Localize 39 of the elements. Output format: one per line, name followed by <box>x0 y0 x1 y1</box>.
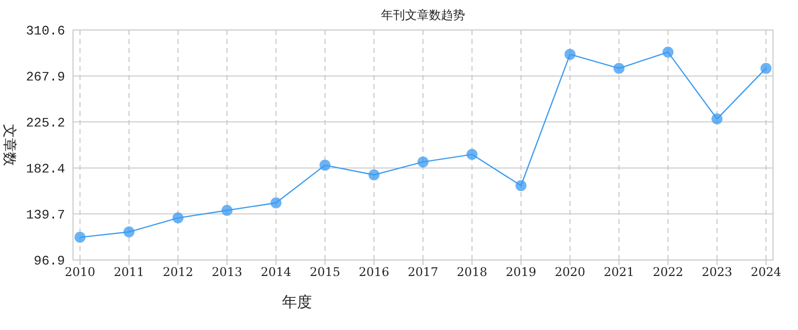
point <box>466 148 478 160</box>
y-tick-label: 267.9 <box>26 69 65 84</box>
point <box>270 197 282 208</box>
x-tick-label: 2011 <box>114 265 144 279</box>
point <box>564 48 576 60</box>
x-tick-label: 2015 <box>310 265 340 279</box>
x-tick-label: 2022 <box>652 265 684 279</box>
point <box>172 212 184 224</box>
x-tick-label: 2016 <box>358 265 390 279</box>
y-tick-label: 225.2 <box>26 115 65 130</box>
x-tick-label: 2017 <box>408 265 438 279</box>
point <box>74 232 86 243</box>
y-tick-label: 182.4 <box>26 161 66 176</box>
chart-title: 年刊文章数趋势 <box>381 8 465 22</box>
x-tick-label: 2010 <box>64 265 96 279</box>
point <box>320 160 330 171</box>
point <box>516 180 526 192</box>
x-tick-label: 2018 <box>456 265 488 279</box>
point <box>222 204 232 216</box>
y-tick-label: 139.7 <box>26 207 65 222</box>
point <box>418 156 428 168</box>
x-tick-label: 2021 <box>604 265 634 279</box>
point <box>662 46 674 58</box>
point <box>124 226 134 238</box>
x-tick-label: 2020 <box>554 265 586 279</box>
point <box>712 113 722 124</box>
x-tick-label: 2014 <box>260 265 292 279</box>
point <box>368 169 380 180</box>
x-axis-title: 年度 <box>282 293 312 311</box>
y-tick-label: 96.9 <box>34 254 65 268</box>
x-tick-label: 2024 <box>750 265 782 279</box>
x-tick-label: 2019 <box>506 265 536 279</box>
x-tick-label: 2012 <box>162 265 194 279</box>
x-tick-label: 2023 <box>702 265 732 279</box>
x-tick-label: 2013 <box>212 265 242 279</box>
y-tick-label: 310.6 <box>26 24 65 38</box>
y-axis-title: 文章数 <box>1 124 17 166</box>
point <box>760 62 772 74</box>
point <box>614 62 624 74</box>
